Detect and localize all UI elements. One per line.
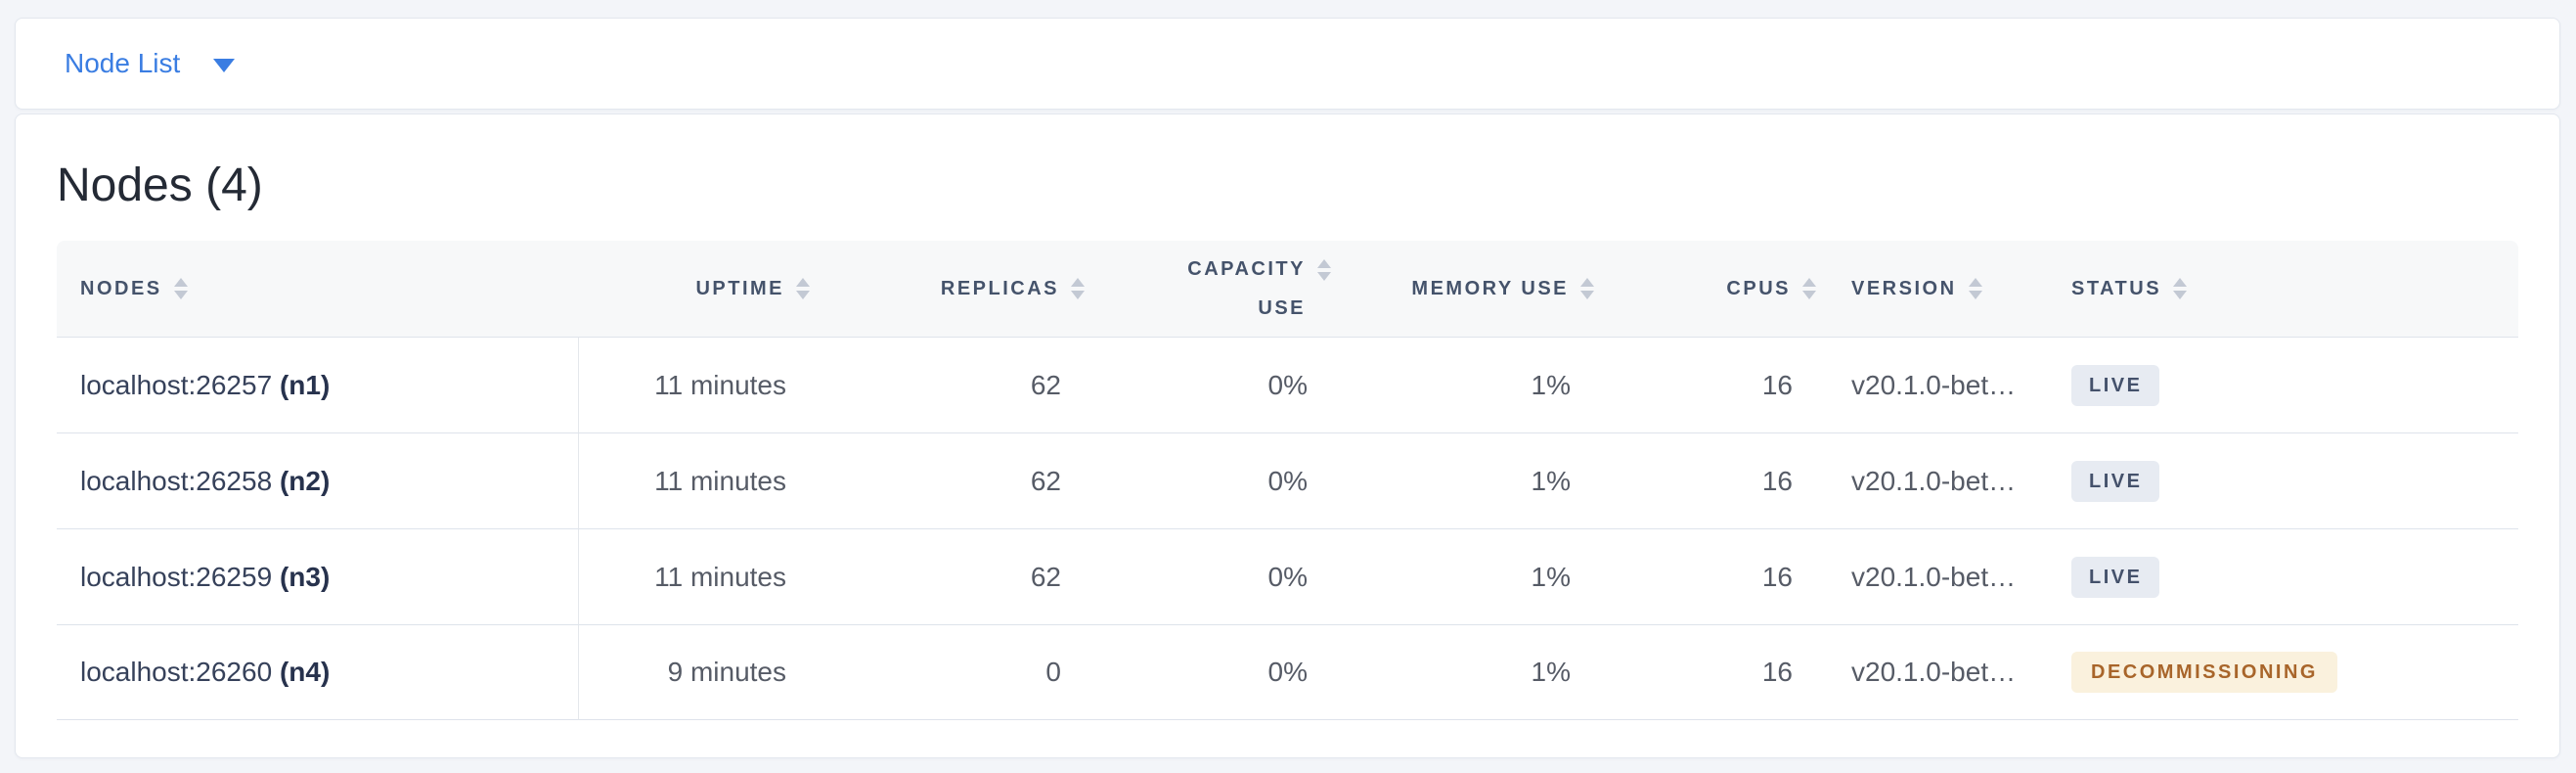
replicas-cell: 0 [822,624,1096,720]
column-header-memory-use[interactable]: MEMORY USE [1343,241,1606,337]
status-cell: DECOMMISSIONING [2060,624,2518,720]
uptime-cell: 11 minutes [579,337,822,432]
status-badge: LIVE [2071,460,2160,502]
column-header-capacity-use[interactable]: CAPACITY USE [1096,241,1343,337]
table-row[interactable]: localhost:26257 (n1) 11 minutes 62 0% 1%… [57,337,2518,432]
replicas-cell: 62 [822,432,1096,528]
nodes-table: NODES UPTIME REPLICAS [57,241,2518,720]
uptime-cell: 9 minutes [579,624,822,720]
memory-use-cell: 1% [1343,624,1606,720]
version-cell: v20.1.0-bet… [1828,624,2060,720]
uptime-cell: 11 minutes [579,528,822,624]
table-header-row: NODES UPTIME REPLICAS [57,241,2518,337]
version-cell: v20.1.0-bet… [1828,432,2060,528]
column-header-replicas[interactable]: REPLICAS [822,241,1096,337]
cpus-cell: 16 [1606,337,1828,432]
nodes-card: Nodes (4) NODES UPTIM [15,114,2560,758]
status-badge: LIVE [2071,556,2160,598]
column-header-version[interactable]: VERSION [1828,241,2060,337]
column-header-status[interactable]: STATUS [2060,241,2518,337]
cpus-cell: 16 [1606,624,1828,720]
sort-icon [1580,278,1594,299]
capacity-use-cell: 0% [1096,432,1343,528]
column-header-uptime[interactable]: UPTIME [579,241,822,337]
node-address-cell: localhost:26257 (n1) [57,337,579,432]
node-address-cell: localhost:26260 (n4) [57,624,579,720]
view-selector-bar: Node List [15,18,2560,110]
capacity-use-cell: 0% [1096,337,1343,432]
replicas-cell: 62 [822,337,1096,432]
chevron-down-icon [213,58,236,72]
capacity-use-cell: 0% [1096,528,1343,624]
status-badge: LIVE [2071,364,2160,406]
column-header-nodes[interactable]: NODES [57,241,579,337]
memory-use-cell: 1% [1343,337,1606,432]
capacity-use-cell: 0% [1096,624,1343,720]
sort-icon [173,278,188,299]
sort-icon [1802,278,1816,299]
column-header-cpus[interactable]: CPUS [1606,241,1828,337]
table-row[interactable]: localhost:26259 (n3) 11 minutes 62 0% 1%… [57,528,2518,624]
node-list-dropdown-label: Node List [65,48,181,78]
sort-icon [796,278,810,299]
table-row[interactable]: localhost:26258 (n2) 11 minutes 62 0% 1%… [57,432,2518,528]
page-title: Nodes (4) [57,159,263,211]
sort-icon [1317,259,1331,281]
status-cell: LIVE [2060,432,2518,528]
status-badge: DECOMMISSIONING [2071,652,2337,693]
version-cell: v20.1.0-bet… [1828,528,2060,624]
status-cell: LIVE [2060,337,2518,432]
sort-icon [1968,278,1982,299]
replicas-cell: 62 [822,528,1096,624]
sort-icon [2173,278,2188,299]
status-cell: LIVE [2060,528,2518,624]
node-list-dropdown[interactable]: Node List [65,48,236,78]
node-address-cell: localhost:26258 (n2) [57,432,579,528]
cpus-cell: 16 [1606,528,1828,624]
sort-icon [1071,278,1085,299]
uptime-cell: 11 minutes [579,432,822,528]
table-row[interactable]: localhost:26260 (n4) 9 minutes 0 0% 1% 1… [57,624,2518,720]
version-cell: v20.1.0-bet… [1828,337,2060,432]
memory-use-cell: 1% [1343,528,1606,624]
node-address-cell: localhost:26259 (n3) [57,528,579,624]
cpus-cell: 16 [1606,432,1828,528]
memory-use-cell: 1% [1343,432,1606,528]
